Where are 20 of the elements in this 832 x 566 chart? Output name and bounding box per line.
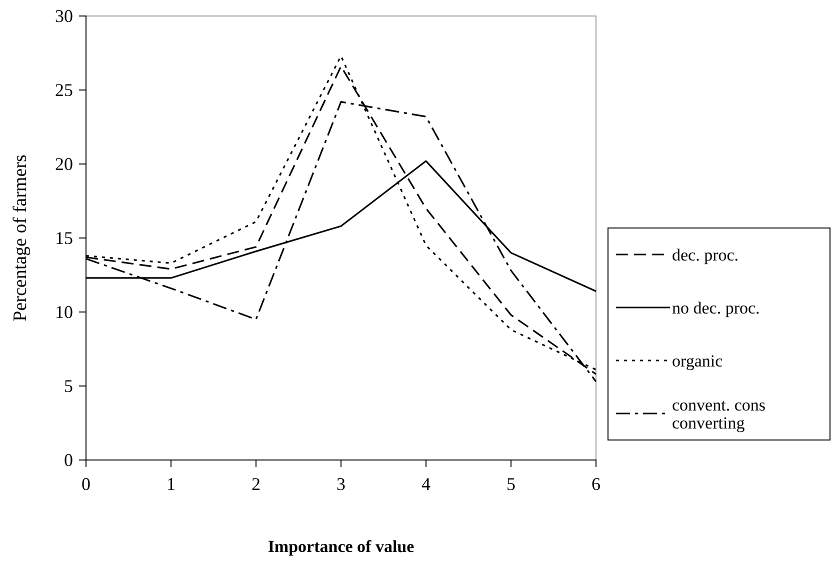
y-tick-label: 0: [64, 450, 73, 470]
legend-label: organic: [672, 352, 724, 370]
x-tick-label: 3: [336, 474, 346, 494]
x-axis-title: Importance of value: [268, 537, 415, 556]
x-tick-label: 1: [166, 474, 176, 494]
y-tick-label: 10: [55, 302, 73, 322]
x-tick-label: 5: [506, 474, 516, 494]
x-tick-label: 2: [252, 474, 260, 494]
y-tick-label: 20: [55, 154, 73, 174]
y-tick-label: 5: [64, 376, 73, 396]
x-tick-label: 4: [422, 474, 430, 494]
legend-label: convent. cons converting: [672, 396, 766, 432]
legend-label: no dec. proc.: [672, 298, 760, 318]
legend-label: dec. proc.: [672, 246, 739, 264]
y-tick-label: 15: [55, 228, 73, 248]
y-axis-title: Percentage of farmers: [10, 154, 31, 322]
x-tick-label: 6: [592, 474, 600, 494]
y-tick-label: 30: [55, 6, 73, 26]
x-tick-label: 0: [82, 474, 90, 494]
y-tick-label: 25: [55, 80, 73, 100]
